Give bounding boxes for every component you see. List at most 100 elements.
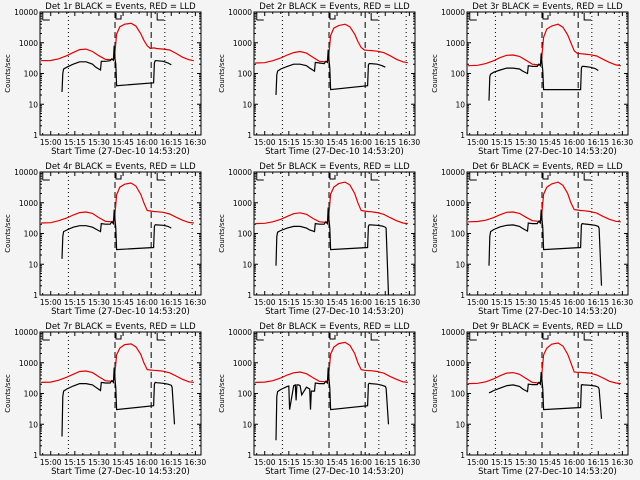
y-tick-label: 100 <box>238 70 253 79</box>
x-tick-label: 16:30 <box>399 138 421 147</box>
x-tick-label: 15:00 <box>254 458 276 467</box>
y-tick-label: 1 <box>33 451 38 460</box>
plot-frame <box>253 11 416 136</box>
y-tick-label: 10000 <box>228 168 252 177</box>
y-tick-label: 10 <box>28 260 38 269</box>
x-tick-label: 16:00 <box>350 298 372 307</box>
plot-frame <box>466 171 629 296</box>
y-tick-label: 10 <box>242 420 252 429</box>
chart-panel-2: Det 2r BLACK = Events, RED = LLD 1 10 100 10… <box>218 2 420 157</box>
x-tick-label: 16:00 <box>350 138 372 147</box>
y-tick-label: 1000 <box>446 359 465 368</box>
x-tick-label: 16:15 <box>374 138 396 147</box>
end-bracket-marker <box>156 13 165 21</box>
y-tick-label: 100 <box>451 390 466 399</box>
x-tick-label: 16:30 <box>185 138 207 147</box>
start-bracket-marker <box>42 173 50 181</box>
start-bracket-marker <box>469 13 477 21</box>
y-tick-label: 10000 <box>228 328 252 337</box>
y-axis-label: Counts/sec <box>431 54 439 93</box>
y-tick-label: 1000 <box>446 39 465 48</box>
plot-frame <box>253 171 416 296</box>
series-line-lld <box>468 23 621 67</box>
y-tick-label: 10000 <box>441 328 465 337</box>
series-line-events <box>488 53 599 101</box>
x-tick-label: 16:30 <box>612 138 634 147</box>
x-tick-label: 15:45 <box>539 138 561 147</box>
peak-bracket-marker <box>329 173 336 180</box>
series-line-events <box>488 209 603 286</box>
y-axis-label: Counts/sec <box>431 214 439 253</box>
y-tick-label: 10 <box>28 420 38 429</box>
y-tick-label: 10 <box>455 100 465 109</box>
x-tick-label: 15:15 <box>278 298 300 307</box>
chart-title: Det 6r BLACK = Events, RED = LLD <box>472 162 623 172</box>
y-tick-label: 1 <box>247 291 252 300</box>
end-bracket-marker <box>370 173 379 181</box>
y-tick-label: 1 <box>247 451 252 460</box>
y-tick-label: 100 <box>24 230 39 239</box>
y-tick-label: 10 <box>28 100 38 109</box>
x-tick-label: 15:00 <box>467 298 489 307</box>
x-axis-label: Start Time (27-Dec-10 14:53:20) <box>265 307 404 317</box>
x-tick-label: 15:15 <box>64 298 86 307</box>
x-axis-label: Start Time (27-Dec-10 14:53:20) <box>51 307 190 317</box>
x-tick-label: 15:45 <box>112 138 134 147</box>
end-bracket-marker <box>156 173 165 181</box>
plot-frame <box>253 331 416 456</box>
y-tick-label: 1000 <box>19 39 38 48</box>
chart-title: Det 8r BLACK = Events, RED = LLD <box>259 322 410 332</box>
x-tick-label: 15:45 <box>539 298 561 307</box>
x-tick-label: 15:00 <box>40 138 62 147</box>
chart-title: Det 7r BLACK = Events, RED = LLD <box>45 322 196 332</box>
x-tick-label: 15:00 <box>254 138 276 147</box>
peak-bracket-marker <box>542 13 549 20</box>
x-tick-label: 16:30 <box>612 458 634 467</box>
x-tick-label: 15:30 <box>302 298 324 307</box>
start-bracket-marker <box>469 333 477 341</box>
series-line-lld <box>41 22 194 62</box>
peak-bracket-marker <box>329 333 336 340</box>
chart-title: Det 3r BLACK = Events, RED = LLD <box>472 2 623 12</box>
end-bracket-marker <box>583 13 592 21</box>
x-axis-label: Start Time (27-Dec-10 14:53:20) <box>478 147 617 157</box>
x-tick-label: 15:30 <box>515 458 537 467</box>
y-tick-label: 1000 <box>233 199 252 208</box>
plot-frame <box>39 171 202 296</box>
x-axis-label: Start Time (27-Dec-10 14:53:20) <box>478 307 617 317</box>
y-tick-label: 1 <box>460 131 465 140</box>
x-tick-label: 16:15 <box>374 458 396 467</box>
x-axis-label: Start Time (27-Dec-10 14:53:20) <box>478 467 617 477</box>
y-axis-label: Counts/sec <box>4 374 12 413</box>
x-tick-label: 16:30 <box>399 298 421 307</box>
y-tick-label: 10 <box>455 260 465 269</box>
x-tick-label: 16:15 <box>374 298 396 307</box>
series-line-events <box>275 49 386 96</box>
x-tick-label: 16:30 <box>612 298 634 307</box>
y-tick-label: 1000 <box>233 359 252 368</box>
y-tick-label: 10 <box>242 260 252 269</box>
y-tick-label: 1 <box>33 291 38 300</box>
x-tick-label: 15:15 <box>491 138 513 147</box>
series-line-lld <box>255 181 408 225</box>
peak-bracket-marker <box>329 13 336 20</box>
y-axis-label: Counts/sec <box>218 374 226 413</box>
chart-panel-3: Det 3r BLACK = Events, RED = LLD 1 10 100 10… <box>431 2 633 157</box>
y-tick-label: 1 <box>33 131 38 140</box>
y-tick-label: 1 <box>247 131 252 140</box>
y-axis-label: Counts/sec <box>218 54 226 93</box>
x-tick-label: 15:45 <box>539 458 561 467</box>
x-tick-label: 15:30 <box>302 138 324 147</box>
x-tick-label: 15:15 <box>278 138 300 147</box>
y-axis-label: Counts/sec <box>218 214 226 253</box>
series-line-events <box>61 209 172 259</box>
end-bracket-marker <box>370 333 379 341</box>
y-tick-label: 100 <box>451 70 466 79</box>
x-tick-label: 15:15 <box>491 458 513 467</box>
start-bracket-marker <box>42 333 50 341</box>
y-tick-label: 1000 <box>19 359 38 368</box>
x-tick-label: 15:00 <box>40 298 62 307</box>
chart-panel-5: Det 5r BLACK = Events, RED = LLD 1 10 100 10… <box>218 162 420 317</box>
chart-panel-7: Det 7r BLACK = Events, RED = LLD 1 10 100 10… <box>4 322 206 477</box>
